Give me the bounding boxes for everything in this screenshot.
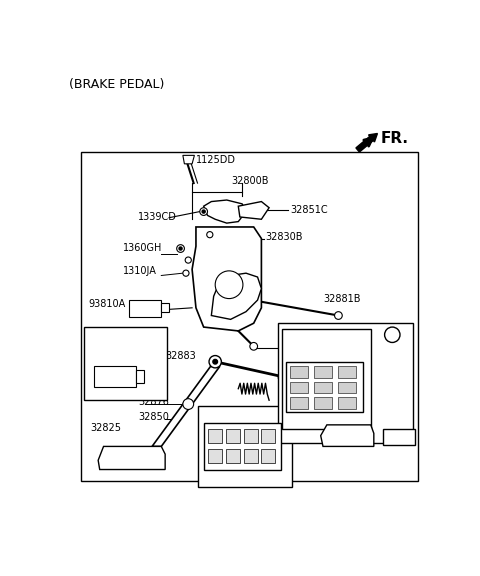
Text: 1360GH: 1360GH [123, 242, 162, 253]
Bar [244, 449, 258, 463]
Bar [208, 430, 222, 444]
Text: 32883: 32883 [287, 385, 318, 395]
Bar [314, 382, 332, 393]
Text: 32851C: 32851C [290, 205, 327, 215]
Text: 32815: 32815 [246, 412, 277, 422]
Bar [208, 449, 222, 463]
Polygon shape [238, 202, 269, 219]
Text: 93810A: 93810A [88, 299, 125, 309]
Text: 32850: 32850 [138, 412, 169, 422]
Text: 1125DD: 1125DD [196, 155, 236, 165]
Bar [290, 366, 308, 378]
Bar [314, 397, 332, 409]
Bar [244, 430, 258, 444]
Text: 32825: 32825 [217, 472, 246, 481]
Bar [286, 362, 363, 412]
Circle shape [200, 208, 207, 215]
Bar [161, 303, 169, 312]
Text: 32800B: 32800B [231, 176, 269, 186]
Text: 1339CD: 1339CD [138, 212, 177, 222]
Text: 32830B: 32830B [265, 232, 303, 242]
Circle shape [207, 232, 213, 238]
Bar [226, 430, 240, 444]
Text: (BRAKE PEDAL): (BRAKE PEDAL) [69, 78, 164, 92]
Circle shape [185, 257, 192, 263]
Bar [290, 382, 308, 393]
Text: 32825: 32825 [90, 423, 121, 433]
Text: 32850: 32850 [373, 384, 404, 393]
Circle shape [215, 271, 243, 298]
Bar [314, 366, 332, 378]
Text: 32883: 32883 [165, 351, 196, 361]
Circle shape [278, 371, 291, 383]
Circle shape [179, 247, 182, 250]
Bar [226, 449, 240, 463]
Text: (A/T): (A/T) [282, 328, 306, 338]
Text: 32871B: 32871B [288, 355, 326, 366]
Polygon shape [383, 430, 415, 445]
Polygon shape [204, 200, 246, 223]
Polygon shape [211, 273, 262, 319]
Text: 32825: 32825 [315, 407, 346, 417]
Circle shape [250, 343, 258, 350]
Circle shape [213, 359, 217, 364]
Text: (-130618): (-130618) [88, 332, 133, 340]
Text: 32876: 32876 [138, 397, 169, 407]
Bar [129, 300, 161, 317]
Bar [81, 151, 418, 481]
Text: (AL PAD): (AL PAD) [202, 411, 241, 420]
Bar [94, 366, 136, 387]
Text: (AL PAD): (AL PAD) [285, 334, 321, 343]
Bar [136, 370, 144, 382]
Text: FR.: FR. [381, 131, 409, 146]
Circle shape [304, 344, 312, 352]
Circle shape [183, 270, 189, 276]
Circle shape [177, 245, 184, 252]
Polygon shape [192, 227, 262, 331]
Polygon shape [321, 425, 374, 446]
Bar [262, 449, 275, 463]
Bar [84, 327, 168, 400]
Circle shape [183, 399, 193, 410]
Bar [278, 323, 413, 442]
Circle shape [282, 375, 287, 380]
Circle shape [209, 355, 221, 368]
Polygon shape [98, 446, 165, 469]
Polygon shape [183, 156, 194, 164]
Text: 32825: 32825 [296, 346, 324, 355]
Bar [337, 397, 356, 409]
Polygon shape [152, 366, 220, 446]
Circle shape [384, 327, 400, 343]
Bar [282, 329, 371, 430]
Text: 1310JA: 1310JA [123, 266, 156, 276]
Bar [290, 397, 308, 409]
Bar [337, 366, 356, 378]
FancyArrow shape [356, 134, 377, 152]
Circle shape [335, 312, 342, 319]
Bar [262, 430, 275, 444]
Bar [204, 423, 281, 469]
Bar [198, 407, 292, 487]
Circle shape [202, 210, 205, 213]
Text: 93810A: 93810A [92, 343, 127, 351]
Bar [337, 382, 356, 393]
Text: 32881B: 32881B [323, 294, 360, 304]
